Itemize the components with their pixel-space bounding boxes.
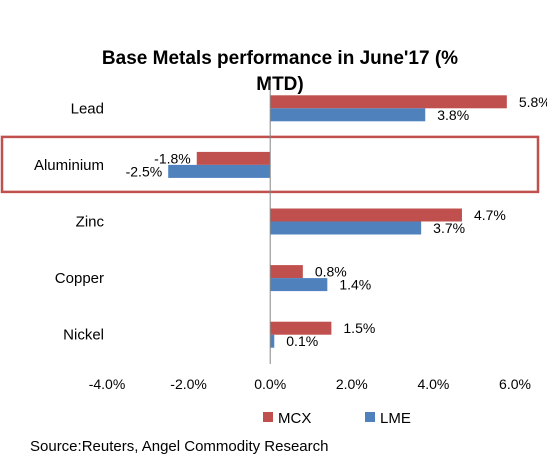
x-tick-label: -2.0%	[170, 376, 207, 392]
data-label-mcx-zinc: 4.7%	[474, 207, 506, 223]
x-tick-label: 2.0%	[336, 376, 368, 392]
bar-lme-nickel	[270, 334, 275, 348]
data-label-lme-aluminium: -2.5%	[126, 163, 163, 179]
category-label-nickel: Nickel	[63, 327, 104, 344]
bar-mcx-copper	[270, 265, 303, 279]
data-label-mcx-aluminium: -1.8%	[154, 150, 191, 166]
source-note: Source:Reuters, Angel Commodity Research	[30, 438, 329, 455]
bar-mcx-lead	[270, 95, 507, 109]
data-label-lme-zinc: 3.7%	[433, 220, 465, 236]
data-label-lme-copper: 1.4%	[339, 277, 371, 293]
axis-layer: -4.0% -2.0% 0.0% 2.0% 4.0% 6.0%	[89, 80, 531, 392]
x-tick-label: -4.0%	[89, 376, 126, 392]
data-label-mcx-copper: 0.8%	[315, 264, 347, 280]
bars-layer	[168, 95, 507, 348]
x-tick-label: 6.0%	[499, 376, 531, 392]
bar-lme-lead	[270, 108, 426, 122]
bar-mcx-aluminium	[196, 151, 271, 165]
legend: MCX LME	[263, 410, 411, 427]
legend-swatch-lme	[365, 412, 375, 422]
legend-label-lme: LME	[380, 410, 411, 427]
bar-lme-copper	[270, 278, 328, 292]
labels-layer: Lead 5.8% 3.8% Aluminium -1.8%-2.5% Zinc 4.7% 3…	[34, 94, 547, 349]
legend-label-mcx: MCX	[278, 410, 311, 427]
x-tick-label: 0.0%	[254, 376, 286, 392]
data-label-lme-nickel: 0.1%	[286, 333, 318, 349]
category-label-aluminium: Aluminium	[34, 157, 104, 174]
chart-title: Base Metals performance in June'17 (% MT…	[102, 48, 458, 95]
category-label-zinc: Zinc	[76, 214, 105, 231]
category-label-copper: Copper	[55, 270, 104, 287]
chart-title-line-2: MTD)	[256, 74, 303, 95]
bar-mcx-zinc	[270, 208, 462, 222]
data-label-lme-lead: 3.8%	[437, 107, 469, 123]
bar-lme-zinc	[270, 221, 422, 235]
data-label-mcx-lead: 5.8%	[519, 94, 547, 110]
legend-swatch-mcx	[263, 412, 273, 422]
data-label-mcx-nickel: 1.5%	[343, 320, 375, 336]
chart-title-line-1: Base Metals performance in June'17 (%	[102, 48, 458, 69]
bar-lme-aluminium	[168, 164, 271, 178]
category-label-lead: Lead	[71, 100, 104, 117]
bar-mcx-nickel	[270, 321, 332, 335]
x-tick-label: 4.0%	[417, 376, 449, 392]
